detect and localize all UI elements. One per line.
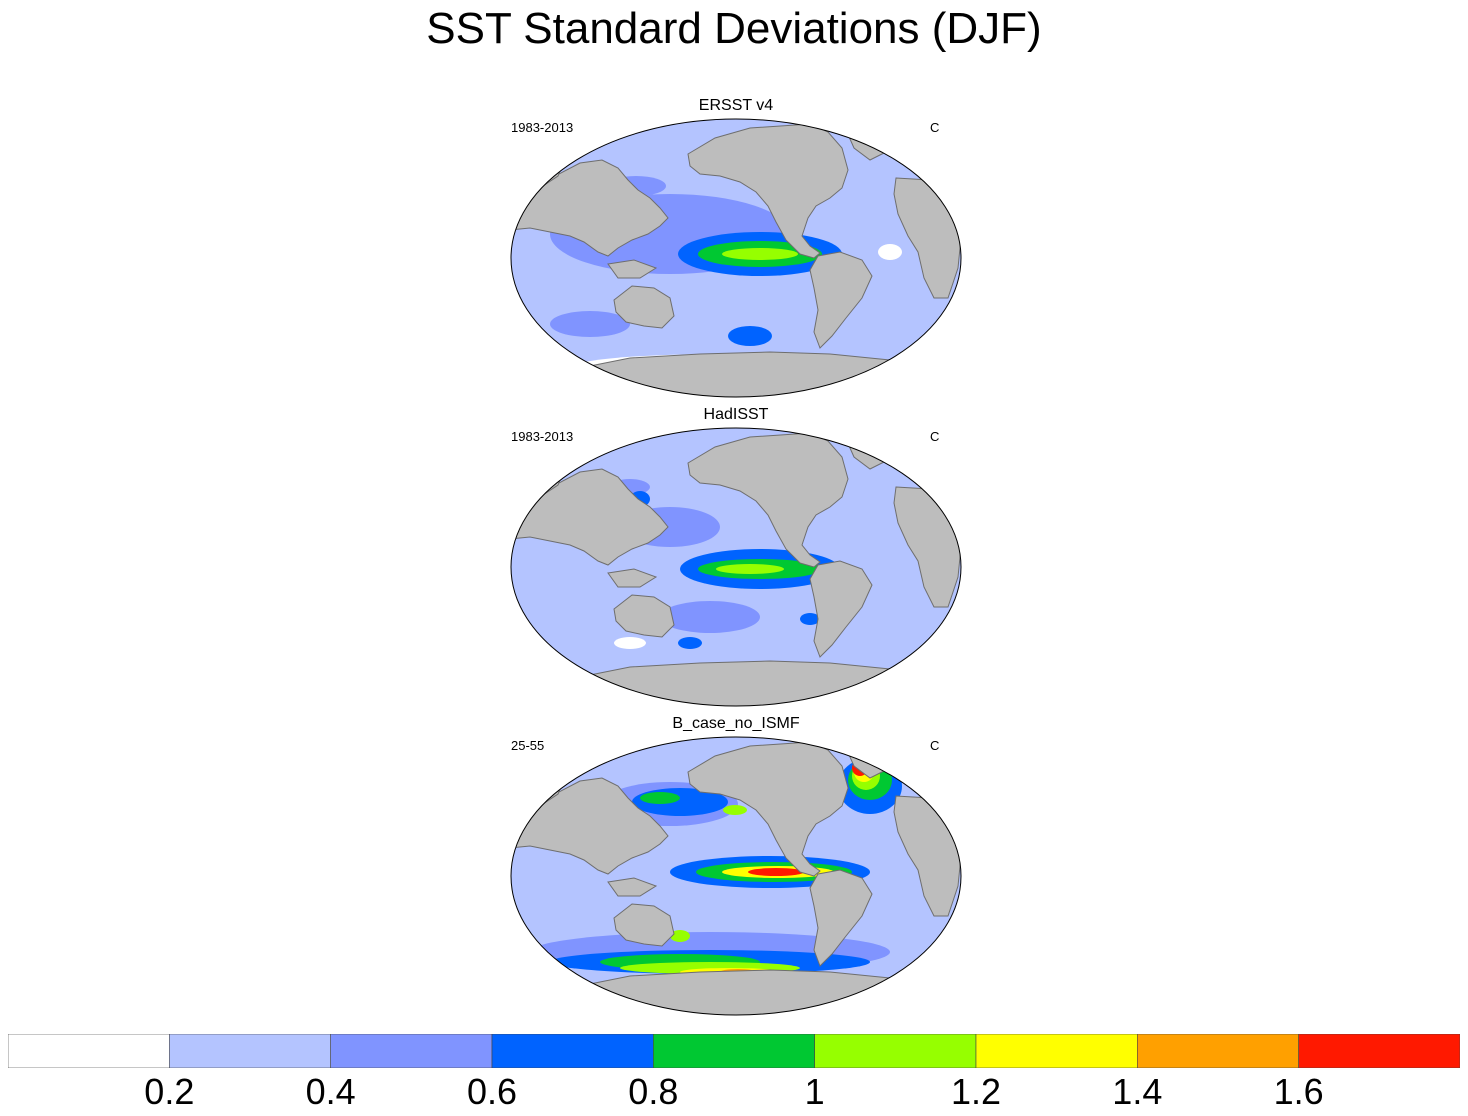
colorbar (8, 1034, 1460, 1068)
tasman-patch (670, 930, 690, 942)
colorbar-segment (1137, 1034, 1299, 1068)
enso-core (722, 248, 798, 260)
australia-land (613, 903, 675, 947)
antarctica-land (568, 351, 912, 397)
panel-ersst: ERSST v4 1983-2013 C (510, 97, 962, 408)
colorbar-tick-label: 1.6 (1273, 1071, 1324, 1112)
panel-period-label: 1983-2013 (511, 429, 574, 444)
panel-period-label: 25-55 (511, 738, 545, 753)
panel-period-label: 1983-2013 (511, 120, 574, 135)
colorbar-segment (169, 1034, 331, 1068)
panel-units-label: C (930, 120, 940, 135)
colorbar-segment (1298, 1034, 1460, 1068)
southern-ocean-low (614, 637, 646, 649)
indian-ocean-south-band (550, 311, 630, 337)
map-outline (510, 118, 962, 398)
colorbar-tick-label: 0.4 (305, 1071, 356, 1112)
antarctica-land (568, 660, 912, 706)
enso-core (716, 564, 784, 574)
map-outline (510, 736, 962, 1016)
panel-title: B_case_no_ISMF (672, 715, 800, 732)
sst-map-hadisst (510, 427, 962, 707)
tropical-atlantic-low (878, 244, 902, 260)
north-america-land (687, 741, 849, 877)
colorbar-tick-label: 0.6 (466, 1071, 518, 1112)
maritime-continent-land (607, 877, 658, 897)
colorbar-segment (330, 1034, 493, 1068)
south-pacific-band (660, 601, 760, 633)
australia-land (613, 594, 675, 638)
panel-title: ERSST v4 (698, 97, 774, 114)
sst-map-ersst (510, 118, 962, 398)
panel-title: HadISST (703, 406, 769, 423)
colorbar-segment (975, 1034, 1138, 1068)
colorbar-tick-label: 1.2 (950, 1071, 1002, 1112)
enso-max (748, 868, 804, 876)
kuroshio-extension (640, 792, 680, 804)
asia-land (511, 159, 669, 257)
colorbar-segment (814, 1034, 977, 1068)
south-america-land (809, 560, 873, 658)
south-pacific-patch (728, 326, 772, 346)
south-america-land (809, 251, 873, 349)
panel-units-label: C (930, 738, 940, 753)
colorbar-tick-label: 0.2 (144, 1071, 195, 1112)
colorbar-tick-label: 1 (804, 1071, 825, 1112)
colorbar-segment (491, 1034, 654, 1068)
panel-bcase: B_case_no_ISMF 25-55 C (510, 715, 962, 1026)
colorbar-tick-label: 1.4 (1112, 1071, 1163, 1112)
south-pacific-patch (678, 637, 702, 649)
antarctica-land (568, 969, 912, 1015)
maritime-continent-land (607, 259, 658, 279)
gulf-of-alaska-patch (723, 805, 747, 815)
colorbar-tick-label: 0.8 (628, 1071, 679, 1112)
north-america-land (687, 123, 849, 259)
south-america-land (809, 869, 873, 967)
maritime-continent-land (607, 568, 658, 588)
panel-units-label: C (930, 429, 940, 444)
chile-coast-patch (800, 613, 820, 625)
map-outline (510, 427, 962, 707)
north-america-land (687, 432, 849, 568)
figure-title: SST Standard Deviations (DJF) (426, 4, 1042, 53)
colorbar-segment (653, 1034, 815, 1068)
sst-map-bcase (510, 736, 962, 1016)
colorbar-segment (8, 1034, 170, 1068)
australia-land (613, 285, 675, 329)
asia-land (511, 777, 669, 875)
panel-hadisst: HadISST 1983-2013 C (510, 406, 962, 717)
asia-land (511, 468, 669, 566)
